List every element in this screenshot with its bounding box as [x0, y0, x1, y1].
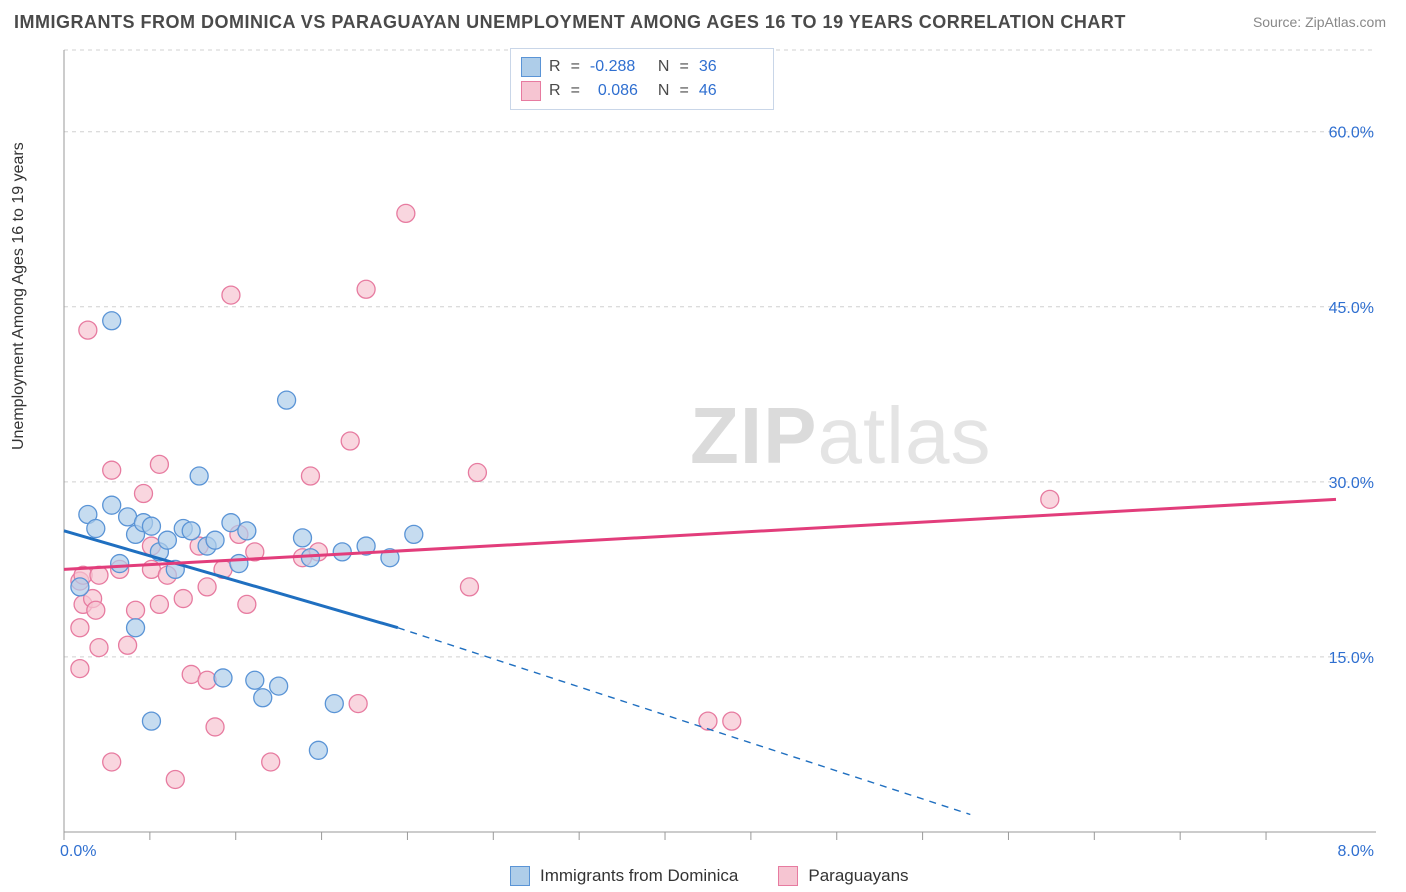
legend-n-value-1: 46: [699, 79, 759, 103]
bottom-legend-swatch-0: [510, 866, 530, 886]
legend-swatch-1: [521, 81, 541, 101]
svg-text:8.0%: 8.0%: [1338, 843, 1374, 860]
bottom-legend-label-0: Immigrants from Dominica: [540, 866, 738, 886]
bottom-legend-item-0: Immigrants from Dominica: [510, 866, 738, 886]
legend-n-label-0: N: [658, 55, 670, 79]
legend-row-series-0: R = -0.288 N = 36: [521, 55, 759, 79]
source-label: Source:: [1253, 14, 1301, 30]
correlation-legend: R = -0.288 N = 36 R = 0.086 N = 46: [510, 48, 774, 110]
legend-row-series-1: R = 0.086 N = 46: [521, 79, 759, 103]
scatter-chart-svg: 15.0% 30.0% 45.0% 60.0% 0.0% 8.0%: [46, 42, 1386, 862]
legend-r-value-0: -0.288: [590, 55, 650, 79]
source-value: ZipAtlas.com: [1305, 14, 1386, 30]
svg-text:0.0%: 0.0%: [60, 843, 96, 860]
svg-text:15.0%: 15.0%: [1329, 650, 1374, 667]
svg-text:45.0%: 45.0%: [1329, 300, 1374, 317]
legend-n-label-1: N: [658, 79, 670, 103]
chart-area: 15.0% 30.0% 45.0% 60.0% 0.0% 8.0%: [46, 42, 1386, 862]
legend-r-label-0: R: [549, 55, 561, 79]
bottom-legend-item-1: Paraguayans: [778, 866, 908, 886]
chart-title: IMMIGRANTS FROM DOMINICA VS PARAGUAYAN U…: [14, 12, 1126, 33]
bottom-legend-swatch-1: [778, 866, 798, 886]
legend-r-value-1: 0.086: [590, 79, 650, 103]
svg-text:30.0%: 30.0%: [1329, 475, 1374, 492]
legend-swatch-0: [521, 57, 541, 77]
series-legend: Immigrants from Dominica Paraguayans: [510, 866, 909, 886]
y-axis-label: Unemployment Among Ages 16 to 19 years: [10, 142, 28, 450]
bottom-legend-label-1: Paraguayans: [808, 866, 908, 886]
svg-text:60.0%: 60.0%: [1329, 125, 1374, 142]
legend-r-label-1: R: [549, 79, 561, 103]
source-attribution: Source: ZipAtlas.com: [1253, 14, 1386, 30]
legend-n-value-0: 36: [699, 55, 759, 79]
